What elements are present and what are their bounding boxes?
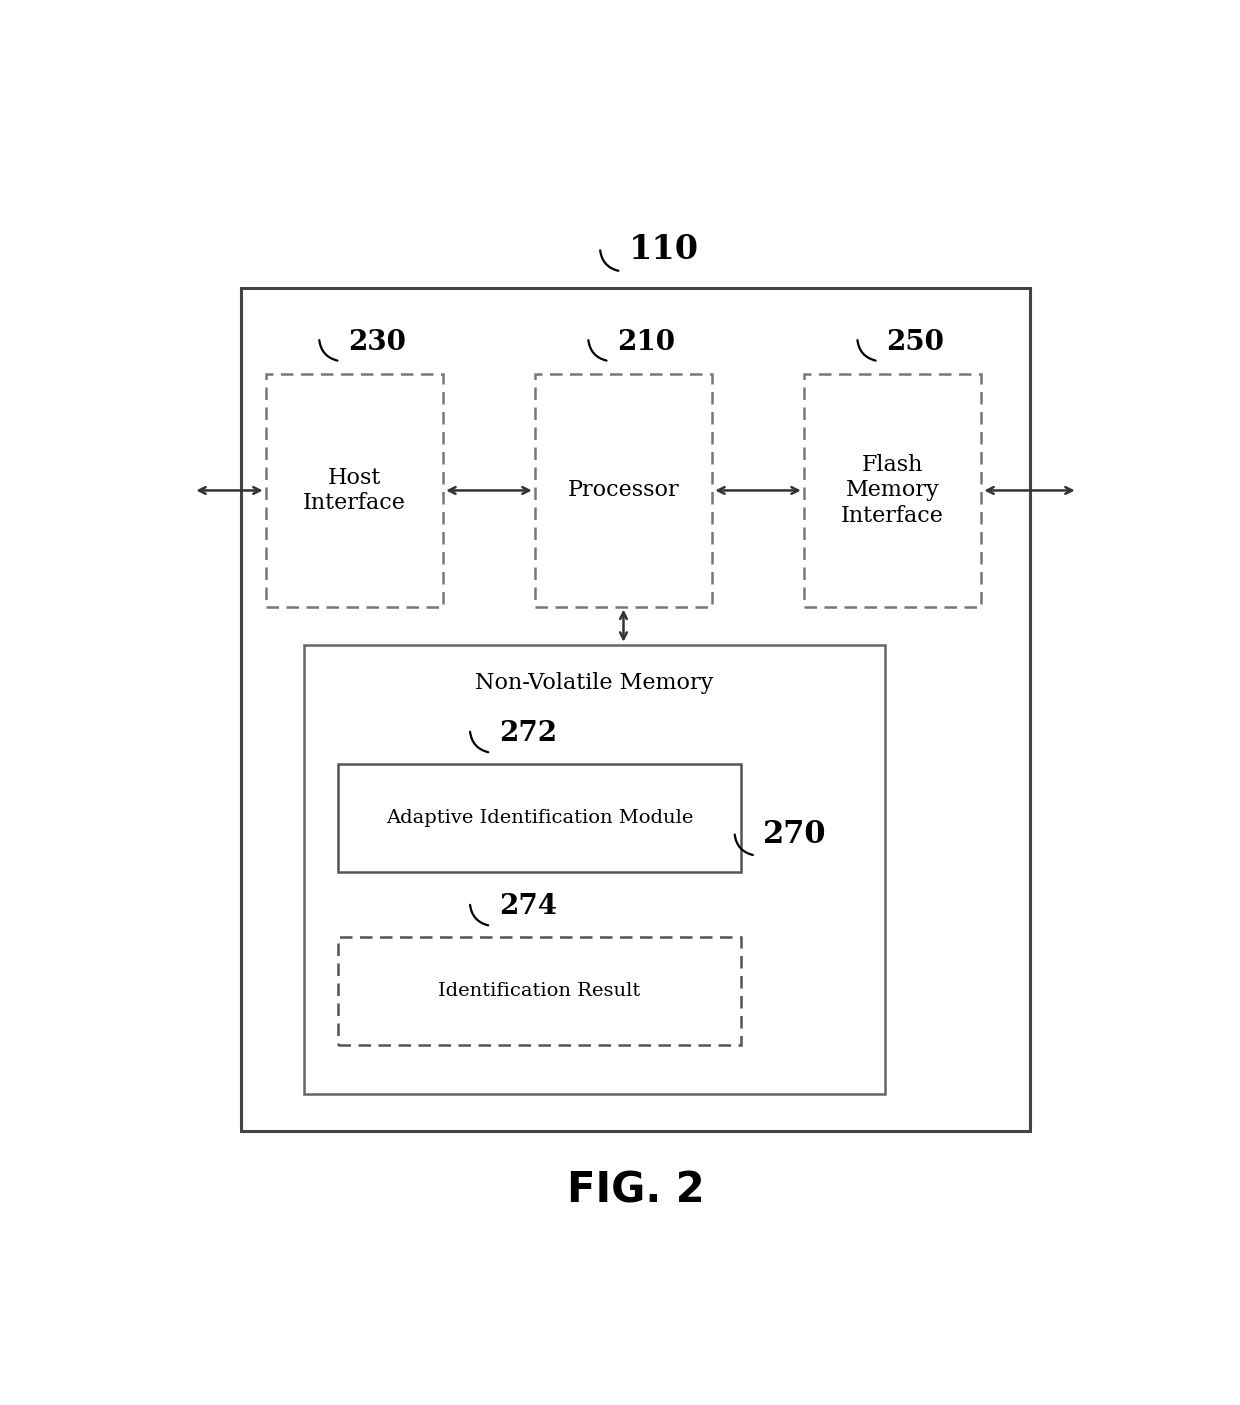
Bar (337, 764, 742, 871)
Text: 272: 272 (498, 721, 557, 747)
Text: 110: 110 (629, 233, 699, 266)
Text: 250: 250 (887, 329, 944, 355)
Bar (534, 374, 713, 607)
Bar (265, 374, 444, 607)
Text: Processor: Processor (568, 479, 680, 502)
Text: 230: 230 (348, 329, 405, 355)
Text: 270: 270 (764, 819, 827, 850)
Bar (337, 937, 742, 1045)
Bar (804, 374, 982, 607)
Bar (242, 288, 1029, 1131)
Text: 210: 210 (618, 329, 675, 355)
Text: Non-Volatile Memory: Non-Volatile Memory (475, 672, 714, 694)
Text: Identification Result: Identification Result (438, 982, 641, 1000)
Text: Flash
Memory
Interface: Flash Memory Interface (841, 454, 944, 527)
Text: Host
Interface: Host Interface (303, 466, 405, 514)
Bar (304, 645, 885, 1093)
Text: Adaptive Identification Module: Adaptive Identification Module (386, 809, 693, 826)
Text: 274: 274 (498, 894, 557, 920)
Text: FIG. 2: FIG. 2 (567, 1170, 704, 1213)
